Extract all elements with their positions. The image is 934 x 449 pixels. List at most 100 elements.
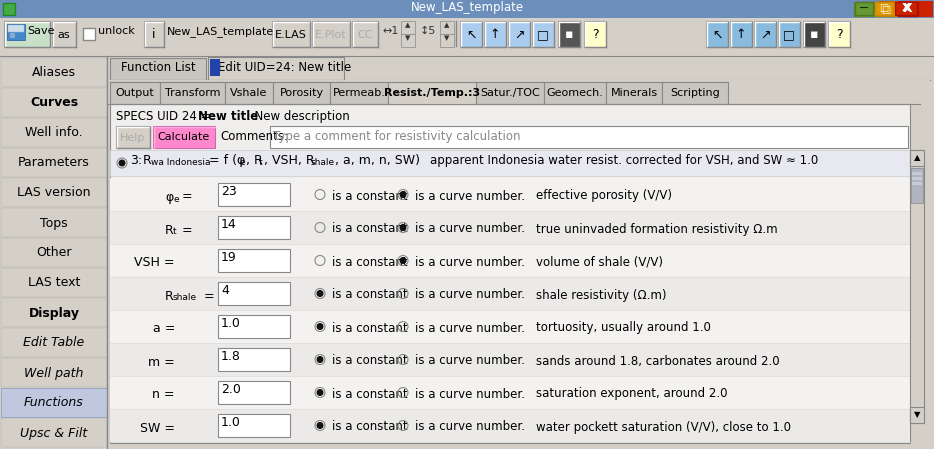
Text: LAS text: LAS text	[28, 277, 80, 290]
Text: ▼: ▼	[913, 410, 920, 419]
Text: , a, m, n, SW): , a, m, n, SW)	[335, 154, 420, 167]
Text: wa Indonesia: wa Indonesia	[151, 158, 210, 167]
Text: , VSH, R: , VSH, R	[264, 154, 315, 167]
Circle shape	[318, 357, 323, 362]
Text: ↖: ↖	[712, 28, 722, 41]
Text: Edit Table: Edit Table	[23, 336, 85, 349]
Text: unlock: unlock	[98, 26, 134, 36]
Text: shale: shale	[311, 158, 335, 167]
Bar	[1, 88, 107, 117]
Bar	[1, 178, 107, 207]
Text: ▪: ▪	[565, 28, 573, 41]
Text: ▼: ▼	[405, 35, 411, 41]
Circle shape	[400, 224, 405, 230]
Text: is a constant: is a constant	[332, 289, 407, 301]
Bar	[218, 249, 290, 272]
Text: e: e	[173, 194, 178, 203]
Bar	[1, 238, 107, 267]
Bar	[10, 33, 15, 38]
Text: New title: New title	[198, 110, 258, 123]
Bar	[584, 21, 606, 47]
Text: Well info.: Well info.	[25, 127, 83, 140]
Bar	[218, 216, 290, 239]
Bar	[910, 407, 924, 423]
Text: ▼: ▼	[445, 35, 449, 41]
Bar	[401, 21, 415, 34]
Text: is a constant: is a constant	[332, 321, 407, 335]
Text: E.LAS: E.LAS	[275, 30, 307, 40]
Text: Scripting: Scripting	[670, 88, 720, 98]
Text: ↑: ↑	[489, 28, 501, 41]
Bar	[110, 376, 910, 409]
Bar	[110, 277, 910, 310]
Circle shape	[400, 258, 405, 263]
Text: SPECS UID 24 =: SPECS UID 24 =	[116, 110, 214, 123]
Text: is a curve number.: is a curve number.	[415, 255, 525, 269]
Text: is a constant: is a constant	[332, 421, 407, 433]
Bar	[910, 150, 924, 423]
Text: −: −	[859, 3, 869, 13]
Bar	[110, 178, 910, 211]
Text: ↔1: ↔1	[382, 26, 399, 36]
Text: □: □	[783, 28, 795, 41]
Text: 23: 23	[221, 185, 236, 198]
Bar	[144, 21, 164, 47]
Bar	[0, 18, 934, 56]
Bar	[662, 82, 728, 104]
Text: New_LAS_template: New_LAS_template	[410, 1, 524, 14]
Text: ▲: ▲	[405, 22, 411, 28]
Bar	[911, 168, 923, 203]
Text: Help: Help	[120, 133, 146, 143]
Bar	[388, 82, 476, 104]
Bar	[532, 21, 554, 47]
Bar	[1, 418, 107, 447]
Bar	[108, 56, 934, 449]
Text: is a constant: is a constant	[332, 387, 407, 401]
Text: is a constant: is a constant	[332, 355, 407, 367]
Text: apparent Indonesia water resist. corrected for VSH, and SW ≈ 1.0: apparent Indonesia water resist. correct…	[415, 154, 818, 167]
Text: ↗: ↗	[514, 28, 524, 41]
Circle shape	[318, 324, 323, 329]
Text: effective porosity (V/V): effective porosity (V/V)	[536, 189, 672, 202]
Bar	[730, 21, 752, 47]
Text: volume of shale (V/V): volume of shale (V/V)	[536, 255, 663, 269]
Text: =: =	[178, 190, 193, 203]
Bar	[312, 21, 350, 47]
Text: R: R	[165, 290, 174, 303]
Text: Porosity: Porosity	[279, 88, 323, 98]
Bar	[110, 150, 910, 176]
Bar	[1, 208, 107, 237]
Bar	[544, 82, 606, 104]
Text: ↖: ↖	[466, 28, 476, 41]
Bar	[440, 34, 454, 47]
Bar	[270, 126, 908, 148]
Bar	[110, 211, 910, 244]
Bar	[803, 21, 825, 47]
Text: 2.0: 2.0	[221, 383, 241, 396]
Text: is a curve number.: is a curve number.	[415, 189, 525, 202]
Bar	[4, 21, 50, 47]
Bar	[83, 28, 95, 40]
Text: X: X	[901, 3, 911, 13]
Bar	[225, 82, 273, 104]
Text: Permeab.: Permeab.	[333, 88, 386, 98]
Bar	[875, 2, 893, 15]
Text: is a constant: is a constant	[332, 189, 407, 202]
Bar	[330, 82, 388, 104]
Text: LAS version: LAS version	[17, 186, 91, 199]
Text: ↕5: ↕5	[420, 26, 436, 36]
Text: is a curve number.: is a curve number.	[415, 289, 525, 301]
Bar	[108, 80, 930, 81]
Bar	[218, 348, 290, 371]
Bar	[828, 21, 850, 47]
Bar	[1, 358, 107, 387]
Text: a =: a =	[152, 322, 175, 335]
Text: E.Plot: E.Plot	[315, 30, 347, 40]
Bar	[218, 381, 290, 404]
Text: VSH =: VSH =	[134, 256, 175, 269]
Text: Functions: Functions	[24, 396, 84, 409]
Text: 3:: 3:	[130, 154, 142, 167]
Text: , R: , R	[246, 154, 262, 167]
Bar	[0, 0, 934, 18]
Text: Vshale: Vshale	[231, 88, 268, 98]
